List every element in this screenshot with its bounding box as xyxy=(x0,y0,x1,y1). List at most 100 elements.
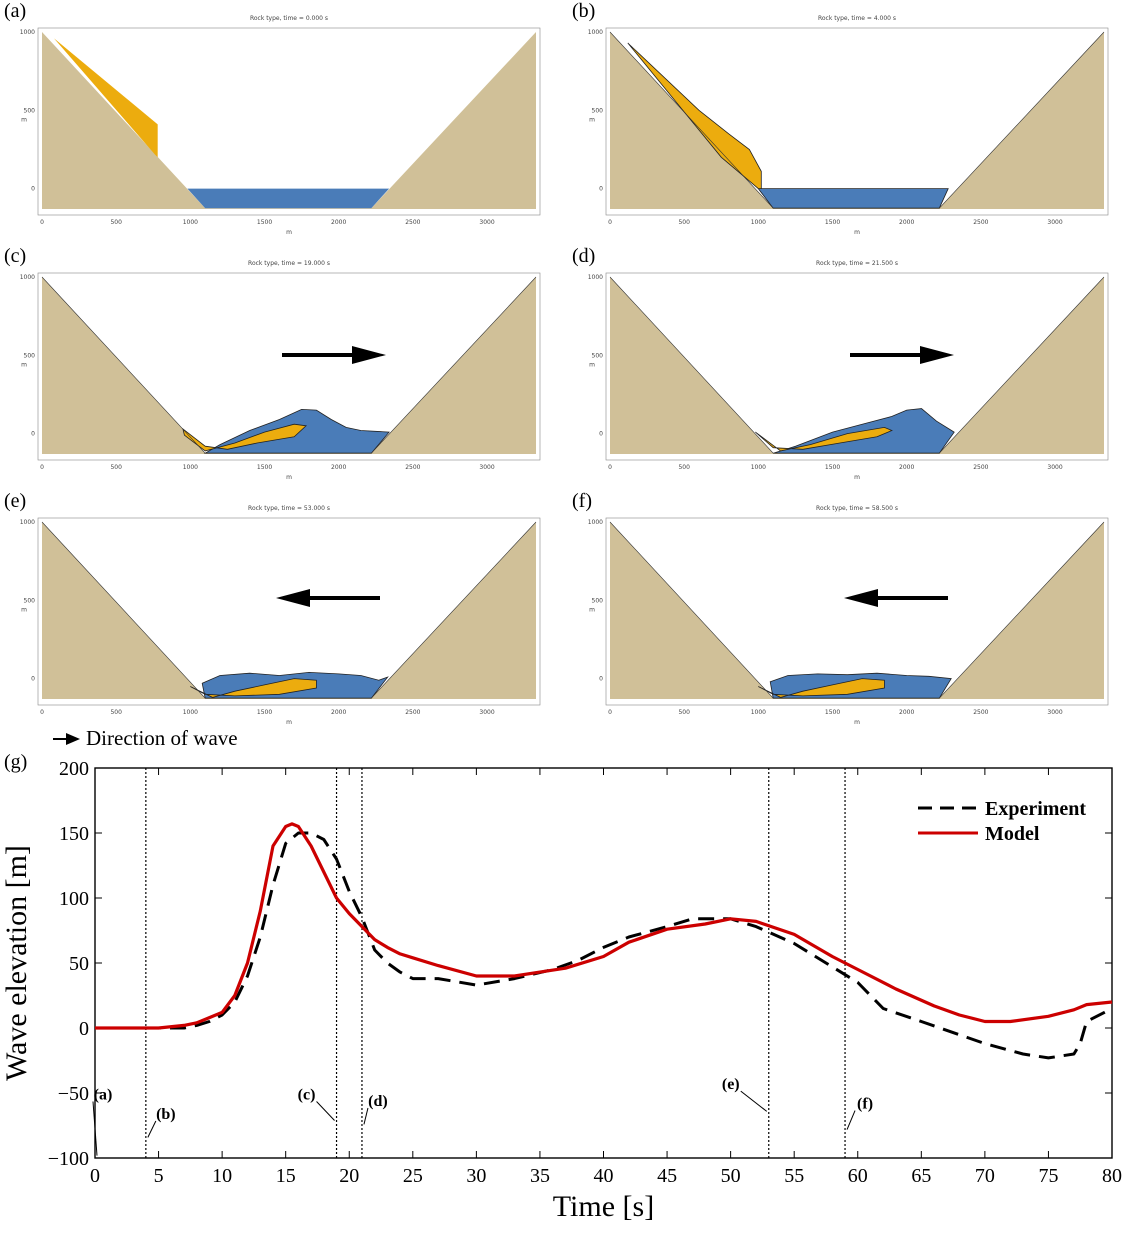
x-tick-label: 40 xyxy=(594,1165,614,1187)
x-tick-label: 1000 xyxy=(751,709,766,716)
landslide-mass xyxy=(758,678,885,698)
y-unit-label: m xyxy=(21,362,27,369)
y-tick-label: 1000 xyxy=(588,29,603,36)
panel-label: (d) xyxy=(572,245,596,267)
panel-label: (f) xyxy=(572,490,592,512)
marker-leader-line xyxy=(147,1120,157,1138)
y-tick-label: 0 xyxy=(599,676,603,683)
landslide-mass xyxy=(53,38,158,158)
x-tick-label: 1000 xyxy=(751,219,766,226)
marker-leader-line xyxy=(846,1110,856,1130)
series-line-experiment xyxy=(95,831,1113,1060)
rock-terrain xyxy=(610,32,1104,209)
rock-terrain xyxy=(42,277,536,454)
y-unit-label: m xyxy=(589,117,595,124)
snapshot-title: Rock type, time = 58.500 s xyxy=(816,505,898,512)
x-tick-label: 500 xyxy=(110,709,122,716)
snapshot-plot: 0 500 1000 1500 2000 2500 3000 1000 500 0 m m Rock t… xyxy=(20,15,541,236)
y-tick-label: 500 xyxy=(592,597,604,604)
wave-direction-note: Direction of wave xyxy=(52,726,238,751)
x-tick-label: 10 xyxy=(212,1165,232,1187)
x-tick-label: 35 xyxy=(530,1165,550,1187)
x-tick-label: 2500 xyxy=(405,709,420,716)
x-tick-label: 5 xyxy=(154,1165,164,1187)
x-tick-label: 2000 xyxy=(331,464,346,471)
marker-label: (c) xyxy=(298,1087,316,1104)
panel-label: (a) xyxy=(4,0,27,22)
y-axis-label: Wave elevation [m] xyxy=(0,845,33,1081)
y-unit-label: m xyxy=(21,117,27,124)
legend-label: Experiment xyxy=(985,798,1086,820)
x-tick-label: 0 xyxy=(608,219,612,226)
marker-leader-line xyxy=(363,1107,369,1125)
x-tick-label: 3000 xyxy=(1047,464,1062,471)
y-tick-label: 1000 xyxy=(588,519,603,526)
x-tick-label: 75 xyxy=(1038,1165,1058,1187)
x-tick-label: 55 xyxy=(784,1165,804,1187)
x-tick-label: 500 xyxy=(678,464,690,471)
y-tick-label: 500 xyxy=(592,107,604,114)
line-chart: 0 5 10 15 20 25 30 35 40 45 50 55 60 65 70 75 80 −100 −50 0… xyxy=(0,751,1122,1223)
x-tick-label: 80 xyxy=(1102,1165,1122,1187)
snapshot-panel-a: 0 500 1000 1500 2000 2500 3000 1000 500 0 m m Rock t… xyxy=(0,0,565,240)
y-tick-label: 1000 xyxy=(20,519,35,526)
snapshot-panel-c: 0 500 1000 1500 2000 2500 3000 1000 500 0 m m Rock t… xyxy=(0,245,565,485)
x-tick-label: 1500 xyxy=(825,464,840,471)
x-tick-label: 1500 xyxy=(257,709,272,716)
panel-label: (c) xyxy=(4,245,27,267)
snapshot-panel-e: 0 500 1000 1500 2000 2500 3000 1000 500 0 m m Rock t… xyxy=(0,490,565,730)
x-tick-label: 3000 xyxy=(479,219,494,226)
x-tick-label: 2000 xyxy=(331,709,346,716)
terrain-outline xyxy=(41,276,537,454)
x-unit-label: m xyxy=(854,719,860,726)
y-tick-label: 1000 xyxy=(588,274,603,281)
marker-leader-line xyxy=(740,1090,768,1112)
y-tick-label: 150 xyxy=(59,823,89,845)
rock-terrain xyxy=(610,277,1104,454)
x-tick-label: 3000 xyxy=(1047,219,1062,226)
snapshot-plot: 0 500 1000 1500 2000 2500 3000 1000 500 0 m m Rock t… xyxy=(588,260,1109,481)
x-tick-label: 1000 xyxy=(183,464,198,471)
water-body xyxy=(187,188,390,209)
terrain-outline xyxy=(41,521,537,699)
rock-terrain xyxy=(42,522,536,699)
marker-leader-line xyxy=(92,1101,98,1156)
y-tick-label: 0 xyxy=(31,186,35,193)
x-tick-label: 2000 xyxy=(899,464,914,471)
landslide-mass xyxy=(182,423,307,452)
snapshot-title: Rock type, time = 0.000 s xyxy=(250,15,328,22)
x-tick-label: 2500 xyxy=(973,464,988,471)
x-tick-label: 2000 xyxy=(899,709,914,716)
x-tick-label: 2500 xyxy=(405,219,420,226)
y-unit-label: m xyxy=(589,362,595,369)
y-unit-label: m xyxy=(589,607,595,614)
right-arrow-icon xyxy=(850,346,954,364)
series-line-model xyxy=(95,822,1113,1030)
rock-terrain xyxy=(42,32,536,209)
terrain-outline xyxy=(609,276,1105,454)
snapshot-plot: 0 500 1000 1500 2000 2500 3000 1000 500 0 m m Rock t… xyxy=(588,15,1109,236)
right-arrow-icon xyxy=(282,346,386,364)
x-tick-label: 2000 xyxy=(331,219,346,226)
x-tick-label: 0 xyxy=(90,1165,100,1187)
y-tick-label: 1000 xyxy=(20,29,35,36)
snapshot-panel-b: 0 500 1000 1500 2000 2500 3000 1000 500 0 m m Rock t… xyxy=(568,0,1133,240)
rock-terrain xyxy=(610,522,1104,699)
left-arrow-icon xyxy=(844,589,948,607)
x-unit-label: m xyxy=(286,474,292,481)
marker-label: (a) xyxy=(94,1087,113,1104)
y-tick-label: 0 xyxy=(599,431,603,438)
y-tick-label: 500 xyxy=(24,352,36,359)
snapshot-plot: 0 500 1000 1500 2000 2500 3000 1000 500 0 m m Rock t… xyxy=(588,505,1109,726)
x-tick-label: 3000 xyxy=(479,464,494,471)
x-tick-label: 3000 xyxy=(1047,709,1062,716)
landslide-mass xyxy=(755,426,893,452)
y-tick-label: 100 xyxy=(59,888,89,910)
x-tick-label: 2500 xyxy=(973,709,988,716)
water-body xyxy=(757,188,949,209)
x-tick-label: 1000 xyxy=(751,464,766,471)
x-tick-label: 500 xyxy=(678,219,690,226)
x-tick-label: 15 xyxy=(276,1165,296,1187)
marker-label: (b) xyxy=(156,1106,176,1123)
x-unit-label: m xyxy=(854,474,860,481)
